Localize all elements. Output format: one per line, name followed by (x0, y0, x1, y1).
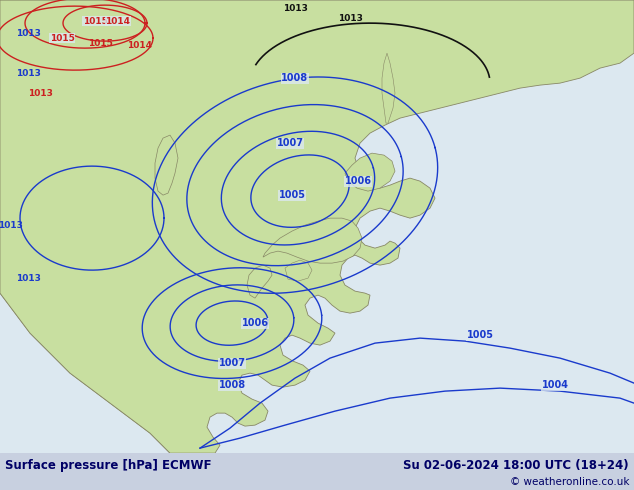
Polygon shape (155, 135, 178, 195)
Text: 1015: 1015 (49, 34, 74, 43)
Text: Su 02-06-2024 18:00 UTC (18+24): Su 02-06-2024 18:00 UTC (18+24) (403, 459, 629, 472)
Text: 1008: 1008 (281, 73, 309, 83)
Text: 1004: 1004 (541, 380, 569, 390)
Text: 1008: 1008 (219, 380, 245, 390)
Polygon shape (263, 218, 362, 263)
Text: 1013: 1013 (283, 3, 307, 13)
Text: 1014: 1014 (105, 17, 131, 25)
Text: 1013: 1013 (16, 28, 41, 38)
Text: 1013: 1013 (337, 14, 363, 23)
Polygon shape (0, 0, 200, 453)
Polygon shape (345, 153, 395, 191)
Polygon shape (247, 265, 272, 298)
Text: 1006: 1006 (344, 176, 372, 186)
Text: 1015: 1015 (82, 17, 107, 25)
Text: 1013: 1013 (16, 69, 41, 77)
Text: 1006: 1006 (242, 318, 269, 328)
Text: 1013: 1013 (16, 273, 41, 283)
Polygon shape (0, 0, 634, 453)
Text: © weatheronline.co.uk: © weatheronline.co.uk (510, 477, 629, 487)
Text: 1015: 1015 (87, 39, 112, 48)
Text: Surface pressure [hPa] ECMWF: Surface pressure [hPa] ECMWF (5, 459, 212, 472)
Text: 1005: 1005 (467, 330, 493, 340)
Text: 1013: 1013 (0, 220, 22, 230)
Text: 1014: 1014 (127, 41, 153, 49)
Polygon shape (285, 260, 312, 281)
Text: 1013: 1013 (27, 89, 53, 98)
Text: 1007: 1007 (219, 358, 245, 368)
Text: 1005: 1005 (278, 190, 306, 200)
Polygon shape (382, 53, 395, 123)
Text: 1007: 1007 (276, 138, 304, 148)
